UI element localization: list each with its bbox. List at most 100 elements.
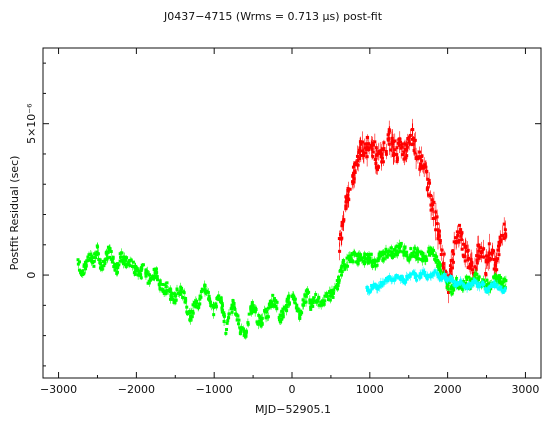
data-point [410,251,414,255]
data-point [86,255,90,259]
data-point [454,239,458,243]
data-point [373,264,377,268]
data-point [499,280,503,284]
data-point [468,285,472,289]
data-point [503,288,507,292]
data-point [444,278,448,282]
data-point [328,289,332,293]
data-point [400,142,404,146]
data-point [412,148,416,152]
data-point [367,148,371,152]
data-point [164,291,168,295]
data-point [395,158,399,162]
data-point [438,268,442,272]
data-point [139,276,143,280]
data-point [400,276,404,280]
data-point [470,260,474,264]
data-point [449,274,453,278]
data-point [316,298,320,302]
data-point [131,260,135,264]
data-point [303,294,307,298]
data-point [486,254,490,258]
data-point [189,316,193,320]
data-point [371,154,375,158]
data-point [440,248,444,252]
data-point [421,269,425,273]
data-point [155,271,159,275]
data-point [417,257,421,261]
data-point [477,254,481,258]
data-point [420,159,424,163]
data-point [76,262,80,266]
data-point [453,280,457,284]
data-point [375,263,379,267]
data-point [249,309,253,313]
data-point [347,257,351,261]
data-point [333,286,337,290]
data-point [168,290,172,294]
data-point [494,275,498,279]
data-point [487,289,491,293]
data-point [475,258,479,262]
data-point [477,283,481,287]
data-point [471,280,475,284]
data-point [342,263,346,267]
data-point [364,257,368,261]
data-point [468,266,472,270]
data-point [310,300,314,304]
data-point [109,250,113,254]
data-point [185,305,189,309]
data-point [361,149,365,153]
data-point [496,248,500,252]
data-point [116,265,120,269]
data-point [396,141,400,145]
data-point [264,307,268,311]
data-point [208,300,212,304]
data-point [234,312,238,316]
data-point [362,255,366,259]
data-point [361,256,365,260]
data-point [378,285,382,289]
data-point [500,288,504,292]
data-point [389,278,393,282]
data-point [190,315,194,319]
data-point [391,277,395,281]
data-point [402,150,406,154]
data-point [494,285,498,289]
data-point [460,238,464,242]
data-point [503,287,507,291]
data-point [88,257,92,261]
data-point [399,244,403,248]
data-point [77,268,81,272]
chart-title: J0437−4715 (Wrms = 0.713 μs) post-fit [163,10,383,23]
data-point [431,273,435,277]
data-point [470,277,474,281]
x-tick-label: −1000 [196,383,233,396]
data-point [395,274,399,278]
data-point [191,303,195,307]
data-point [442,273,446,277]
data-point [452,240,456,244]
data-point [100,265,104,269]
data-point [474,281,478,285]
data-point [434,260,438,264]
data-point [476,277,480,281]
data-point [212,313,216,317]
data-point [394,274,398,278]
data-point [371,260,375,264]
data-point [328,298,332,302]
data-point [438,278,442,282]
data-point [366,261,370,265]
data-point [432,253,436,257]
data-point [367,252,371,256]
data-point [385,279,389,283]
data-point [475,284,479,288]
data-point [153,274,157,278]
data-point [408,274,412,278]
data-point [454,284,458,288]
data-point [429,203,433,207]
data-point [247,312,251,316]
data-point [93,252,97,256]
data-point [174,293,178,297]
data-point [399,241,403,245]
